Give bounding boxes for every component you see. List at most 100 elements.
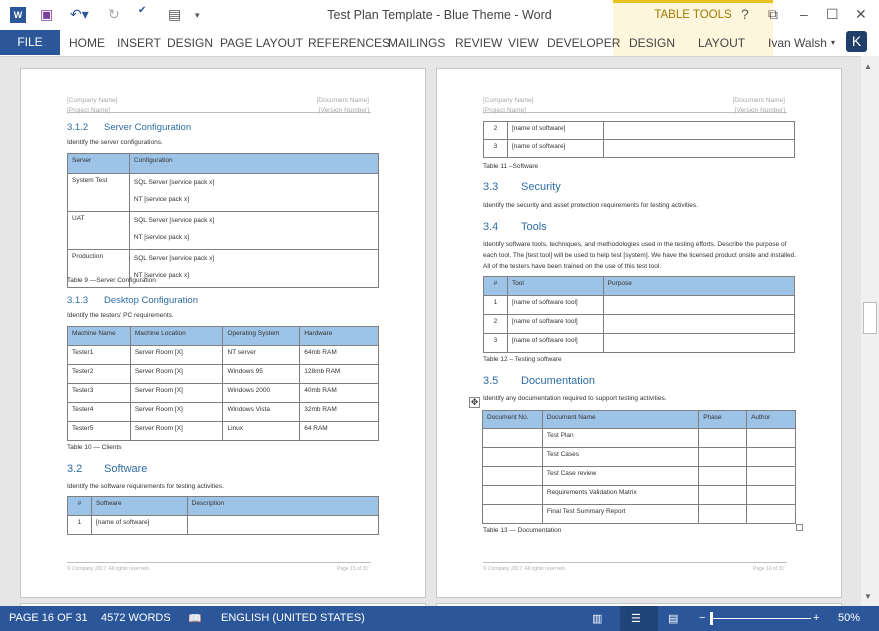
avatar[interactable]: K <box>846 31 867 52</box>
zoom-slider[interactable] <box>711 618 811 619</box>
zoom-level[interactable]: 50% <box>838 612 861 624</box>
table-cell[interactable]: SQL Server [service pack x] NT [service … <box>128 211 380 250</box>
table-cell[interactable]: Tester3 <box>67 383 131 403</box>
page-16[interactable]: [Company Name] [Project Name] [Document N… <box>436 68 842 598</box>
tab-review[interactable]: REVIEW <box>455 36 503 50</box>
software-table[interactable]: # Software Description 1 [name of software] <box>67 496 380 535</box>
server-configuration-table[interactable]: Server Configuration System Test SQL Server… <box>67 153 380 288</box>
column-header[interactable]: Hardware <box>299 326 379 346</box>
column-header[interactable]: Author <box>746 410 796 429</box>
table-cell[interactable]: Server Room [X] <box>129 383 224 403</box>
user-name[interactable]: Ivan Walsh <box>768 36 827 50</box>
help-icon[interactable]: ? <box>741 6 749 22</box>
column-header[interactable]: Document No. <box>482 410 543 429</box>
software-table-continued[interactable]: 2 [name of software] 3 [name of software] <box>483 121 796 158</box>
table-cell[interactable]: SQL Server [service pack x] NT [service … <box>128 173 380 212</box>
table-cell[interactable]: [name of software] <box>506 139 604 158</box>
table-cell[interactable]: Tester4 <box>67 402 131 422</box>
table-cell[interactable]: 64 RAM <box>299 421 379 441</box>
table-cell[interactable]: [name of software tool] <box>506 333 604 353</box>
customize-toolbar-icon[interactable]: ▾ <box>195 10 200 20</box>
table-cell[interactable]: 3 <box>483 139 508 158</box>
table-cell[interactable] <box>746 466 796 486</box>
proofing-icon[interactable]: 📖 <box>188 613 202 625</box>
tab-table-layout[interactable]: LAYOUT <box>698 36 746 50</box>
table-cell[interactable]: Server Room [X] <box>129 421 224 441</box>
scroll-up-icon[interactable]: ▲ <box>864 62 872 71</box>
table-cell[interactable]: Test Plan <box>541 428 700 448</box>
table-cell[interactable] <box>186 515 380 535</box>
testing-software-table[interactable]: # Tool Purpose 1 [name of software tool] 2 [na… <box>483 276 796 353</box>
table-cell[interactable]: Tester5 <box>67 421 131 441</box>
tab-insert[interactable]: INSERT <box>117 36 161 50</box>
table-cell[interactable]: 1 <box>67 515 92 535</box>
zoom-in-icon[interactable]: + <box>813 612 820 624</box>
table-resize-handle[interactable] <box>796 524 803 531</box>
table-cell[interactable]: Production <box>67 249 130 288</box>
table-cell[interactable]: [name of software] <box>90 515 188 535</box>
table-cell[interactable]: SQL Server [service pack x] NT [service … <box>128 249 380 288</box>
table-cell[interactable]: 40mb RAM <box>299 383 379 403</box>
table-cell[interactable] <box>746 504 796 524</box>
undo-icon[interactable]: ↶▾ <box>70 6 89 22</box>
table-cell[interactable]: Windows 2000 <box>222 383 301 403</box>
zoom-out-icon[interactable]: − <box>699 612 706 624</box>
tab-references[interactable]: REFERENCES <box>308 36 391 50</box>
print-layout-icon[interactable]: ☰ <box>631 613 641 625</box>
table-cell[interactable]: Windows Vista <box>222 402 301 422</box>
table-cell[interactable]: 32mb RAM <box>299 402 379 422</box>
table-cell[interactable] <box>482 504 543 524</box>
tab-developer[interactable]: DEVELOPER <box>547 36 621 50</box>
table-cell[interactable] <box>482 466 543 486</box>
tab-file[interactable]: FILE <box>0 30 60 55</box>
table-cell[interactable]: Test Case review <box>541 466 700 486</box>
table-cell[interactable]: Server Room [X] <box>129 402 224 422</box>
table-cell[interactable]: [name of software tool] <box>506 314 604 334</box>
table-cell[interactable]: 1 <box>483 295 508 315</box>
table-cell[interactable] <box>602 139 796 158</box>
table-cell[interactable] <box>698 485 748 505</box>
column-header[interactable]: Server <box>67 153 130 174</box>
table-cell[interactable]: Test Cases <box>541 447 700 467</box>
table-cell[interactable] <box>698 428 748 448</box>
scroll-down-icon[interactable]: ▼ <box>864 592 872 601</box>
table-cell[interactable] <box>746 447 796 467</box>
table-cell[interactable]: NT server <box>222 345 301 365</box>
table-cell[interactable] <box>698 466 748 486</box>
redo-icon[interactable]: ↻ <box>108 6 120 22</box>
column-header[interactable]: Machine Location <box>129 326 224 346</box>
table-cell[interactable]: [name of software] <box>506 121 604 140</box>
page-15[interactable]: [Company Name] [Project Name] [Document N… <box>20 68 426 598</box>
column-header[interactable]: Operating System <box>222 326 301 346</box>
column-header[interactable]: Configuration <box>128 153 380 174</box>
scrollbar-thumb[interactable] <box>863 302 877 334</box>
table-cell[interactable] <box>482 485 543 505</box>
table-cell[interactable]: UAT <box>67 211 130 250</box>
zoom-slider-thumb[interactable] <box>709 612 713 625</box>
tab-view[interactable]: VIEW <box>508 36 539 50</box>
table-cell[interactable]: Requirements Validation Matrix <box>541 485 700 505</box>
spelling-check-icon[interactable]: ✔ <box>138 5 147 16</box>
minimize-icon[interactable]: – <box>800 6 808 22</box>
table-cell[interactable] <box>746 485 796 505</box>
table-cell[interactable] <box>746 428 796 448</box>
word-count[interactable]: 4572 WORDS <box>101 612 171 624</box>
table-cell[interactable]: 128mb RAM <box>299 364 379 384</box>
column-header[interactable]: Software <box>90 496 188 516</box>
tab-page-layout[interactable]: PAGE LAYOUT <box>220 36 303 50</box>
column-header[interactable]: Tool <box>506 276 604 296</box>
column-header[interactable]: Document Name <box>541 410 700 429</box>
save-icon[interactable]: ▣ <box>40 6 54 22</box>
column-header[interactable]: Machine Name <box>67 326 131 346</box>
table-cell[interactable]: Linux <box>222 421 301 441</box>
table-cell[interactable]: Server Room [X] <box>129 364 224 384</box>
close-icon[interactable]: ✕ <box>855 6 867 22</box>
column-header[interactable]: # <box>483 276 508 296</box>
maximize-icon[interactable]: ☐ <box>826 6 839 22</box>
table-cell[interactable] <box>602 121 796 140</box>
table-cell[interactable] <box>482 428 543 448</box>
table-cell[interactable] <box>602 295 796 315</box>
user-dropdown-icon[interactable]: ▾ <box>831 38 836 47</box>
web-layout-icon[interactable]: ▤ <box>668 613 679 625</box>
tab-table-design[interactable]: DESIGN <box>629 36 676 50</box>
